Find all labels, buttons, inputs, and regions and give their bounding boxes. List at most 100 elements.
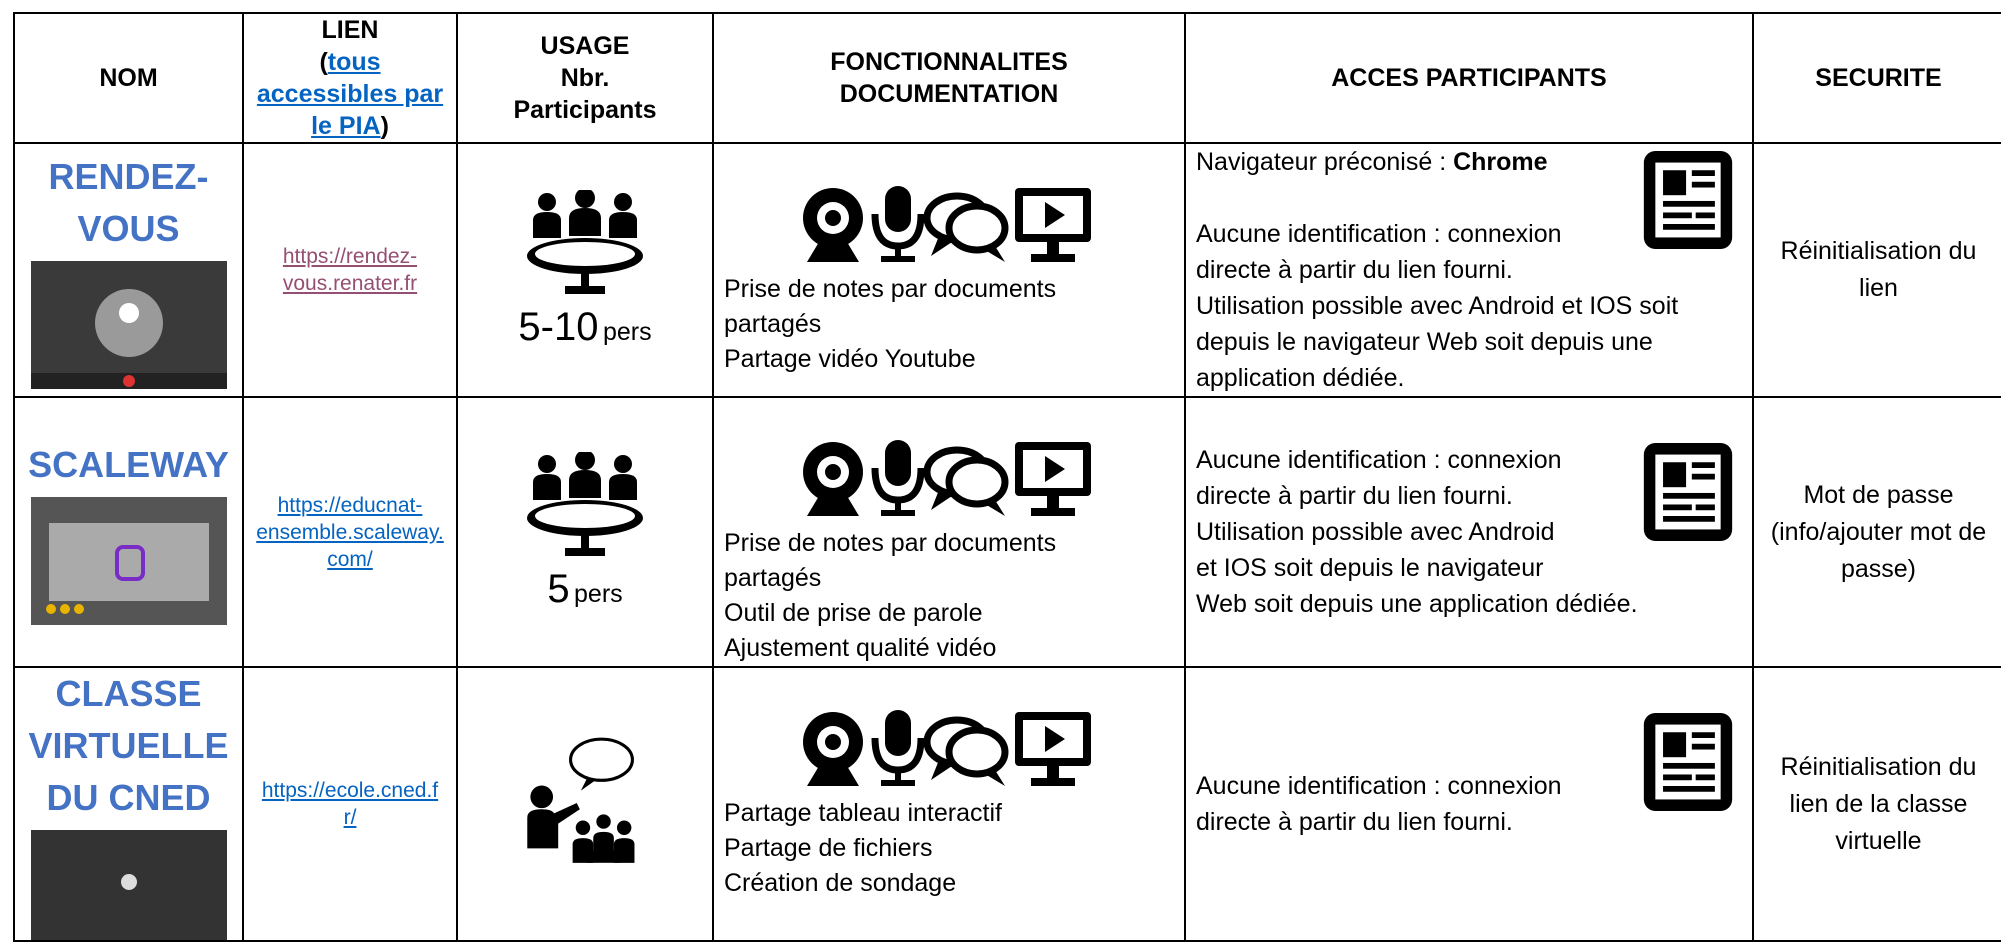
access-line: et IOS soit depuis le navigateur <box>1196 554 1544 582</box>
name-cell: RENDEZ- VOUS <box>13 142 244 398</box>
thumb-screen <box>48 523 209 601</box>
header-usage-line: Nbr. <box>560 64 610 92</box>
access-line: Aucune identification : connexion <box>1196 772 1562 800</box>
service-name: VOUS <box>77 208 180 249</box>
media-icons-svg <box>799 438 1099 518</box>
service-link-line: vous.renater.fr <box>282 272 418 295</box>
document-icon <box>1640 708 1736 816</box>
service-link[interactable]: https://educnat-ensemble.scaleway. com/ <box>256 494 444 571</box>
feature-line: Outil de prise de parole <box>724 599 983 627</box>
table-body: RENDEZ- VOUS https://rendez-vous.renater.f… <box>13 142 2001 942</box>
service-link[interactable]: https://ecole.cned.f r/ <box>262 779 438 829</box>
participants-unit: pers <box>602 318 652 346</box>
security-cell: Réinitialisation du lien de la classe vi… <box>1752 666 2001 942</box>
service-link-line: ensemble.scaleway. <box>256 520 444 544</box>
access-line: Utilisation possible avec Android et IOS… <box>1196 292 1679 320</box>
participants-unit: pers <box>574 580 623 608</box>
security-cell: Réinitialisation du lien <box>1752 142 2001 398</box>
link-cell: https://educnat-ensemble.scaleway. com/ <box>242 396 458 668</box>
media-icons <box>724 184 1174 272</box>
media-icons <box>724 438 1174 526</box>
media-icons-svg-shape <box>803 440 1091 516</box>
service-link-line: https://ecole.cned.f <box>261 779 439 802</box>
feature-line: Partage tableau interactif <box>724 799 1002 827</box>
feature-line: Prise de notes par documents <box>724 529 1057 557</box>
header-lien: LIEN (tous accessibles par le PIA) <box>242 12 458 144</box>
usage-cell <box>456 666 714 942</box>
usage-cell: 5 pers <box>456 396 714 668</box>
header-usage: USAGE Nbr. Participants <box>456 12 714 144</box>
comparison-table: NOM LIEN (tous accessibles par le PIA) U… <box>13 12 2001 942</box>
access-line: depuis le navigateur Web soit depuis une <box>1196 328 1653 356</box>
service-link-line: com/ <box>327 547 373 571</box>
participants: 5 <box>547 567 570 611</box>
service-link[interactable]: https://rendez-vous.renater.fr <box>283 245 417 295</box>
thumb-hangup <box>122 375 135 387</box>
header-fonctionnalites-line: FONCTIONNALITES <box>830 48 1068 76</box>
thumb-dot <box>59 604 70 614</box>
paren: ( <box>319 48 328 76</box>
service-name: DU CNED <box>46 777 211 818</box>
browser: Chrome <box>1453 148 1548 176</box>
link-cell: https://rendez-vous.renater.fr <box>242 142 458 398</box>
features-cell: Prise de notes par documents partagés Outi… <box>712 396 1186 668</box>
access-line: application dédiée. <box>1196 364 1405 392</box>
access-line: directe à partir du lien fourni. <box>1196 808 1513 836</box>
service-name: RENDEZ- <box>48 156 209 197</box>
document-icon <box>1640 438 1736 546</box>
access-line: directe à partir du lien fourni. <box>1196 482 1513 510</box>
service-link-line: https://educnat- <box>277 493 423 517</box>
screenshot-thumbnail <box>30 497 227 625</box>
header-fonctionnalites: FONCTIONNALITES DOCUMENTATION <box>712 12 1186 144</box>
pia-link[interactable]: tous accessibles par le PIA <box>256 48 444 140</box>
meeting-icon <box>525 452 645 562</box>
thumb-dot <box>45 604 56 614</box>
thumb-logo <box>114 545 145 581</box>
table-row: SCALEWAY https://educnat-ensemble.scalewa… <box>13 396 2001 668</box>
table-row: CLASSE VIRTUELLE DU CNED https://ecole.cned… <box>13 666 2001 942</box>
header-usage-line: USAGE <box>540 32 630 60</box>
name-cell: CLASSE VIRTUELLE DU CNED <box>13 666 244 942</box>
media-icons-svg-shape <box>803 186 1091 262</box>
access-cell: Aucune identification : connexion directe… <box>1184 396 1754 668</box>
header-acces: ACCES PARTICIPANTS <box>1184 12 1754 144</box>
access-line: Utilisation possible avec Android <box>1196 518 1555 546</box>
feature-line: Partage vidéo Youtube <box>724 345 976 373</box>
feature-line: Ajustement qualité vidéo <box>724 634 997 662</box>
link-cell: https://ecole.cned.f r/ <box>242 666 458 942</box>
document-icon-shape <box>1644 713 1732 811</box>
thumb-dot <box>73 604 84 614</box>
service-link-line: r/ <box>343 806 357 829</box>
media-icons-svg <box>799 184 1099 264</box>
thumb-avatar-head <box>118 303 139 323</box>
page: {"header": {"nom": "NOM", "lien": {"titl… <box>13 12 2001 942</box>
features-cell: Partage tableau interactif Partage de fic… <box>712 666 1186 942</box>
service-name: VIRTUELLE <box>28 725 229 766</box>
feature-line: Création de sondage <box>724 869 957 897</box>
service-link-line: https://rendez- <box>282 245 418 268</box>
security-cell: Mot de passe (info/ajouter mot de passe) <box>1752 396 2001 668</box>
header-lien-title: LIEN <box>321 16 379 44</box>
meeting-icon <box>525 190 645 300</box>
meeting-icon-shape <box>527 452 643 556</box>
thumb-avatar <box>120 874 137 890</box>
access-cell: Navigateur préconisé : Chrome Aucune iden… <box>1184 142 1754 398</box>
service-name: CLASSE <box>55 673 202 714</box>
paren: ) <box>380 112 389 140</box>
media-icons-svg <box>799 708 1099 788</box>
media-icons <box>724 708 1174 796</box>
header-usage-line: Participants <box>513 96 657 124</box>
header-nom: NOM <box>13 12 244 144</box>
header-fonctionnalites-line: DOCUMENTATION <box>839 80 1059 108</box>
document-icon-shape <box>1644 443 1732 541</box>
participants: 5-10 <box>518 305 599 349</box>
features-cell: Prise de notes par documents partagés Part… <box>712 142 1186 398</box>
document-icon-shape <box>1644 151 1732 249</box>
usage-cell: 5-10 pers <box>456 142 714 398</box>
access-cell: Aucune identification : connexion directe… <box>1184 666 1754 942</box>
media-icons-svg-shape <box>803 710 1091 786</box>
teacher-icon <box>523 735 647 869</box>
browser-label: Navigateur préconisé : <box>1196 148 1447 176</box>
service-name: SCALEWAY <box>28 444 229 485</box>
access-line: Web soit depuis une application dédiée. <box>1196 590 1638 618</box>
